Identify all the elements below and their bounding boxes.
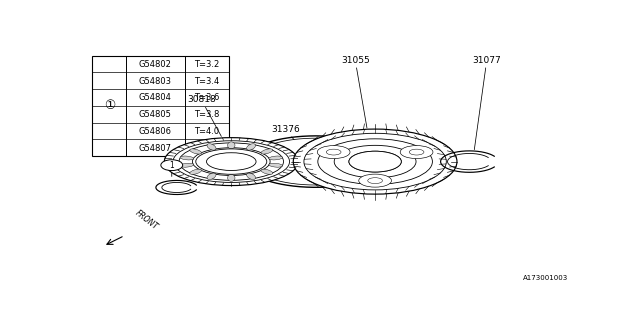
- Ellipse shape: [207, 153, 256, 171]
- Text: T=4.2: T=4.2: [194, 144, 220, 153]
- Ellipse shape: [193, 148, 270, 175]
- Ellipse shape: [190, 149, 202, 154]
- Ellipse shape: [246, 173, 255, 180]
- Ellipse shape: [228, 142, 235, 149]
- Text: 30818: 30818: [187, 95, 221, 136]
- Ellipse shape: [349, 151, 401, 172]
- Bar: [92, 56, 229, 156]
- Text: T=3.2: T=3.2: [194, 60, 220, 69]
- Ellipse shape: [359, 174, 392, 187]
- Ellipse shape: [246, 144, 255, 150]
- Circle shape: [161, 160, 182, 171]
- Ellipse shape: [400, 146, 433, 159]
- Text: G54804: G54804: [139, 93, 172, 102]
- Ellipse shape: [180, 156, 194, 160]
- Text: G54802: G54802: [139, 60, 172, 69]
- Text: 31055: 31055: [341, 56, 370, 128]
- Ellipse shape: [207, 144, 216, 150]
- Ellipse shape: [317, 146, 350, 159]
- Ellipse shape: [318, 139, 433, 184]
- Ellipse shape: [269, 156, 282, 160]
- Text: G54803: G54803: [139, 76, 172, 86]
- Text: A173001003: A173001003: [524, 275, 568, 281]
- Text: 1: 1: [170, 161, 174, 170]
- Ellipse shape: [304, 133, 446, 190]
- Text: 31077: 31077: [472, 56, 501, 150]
- Text: 31376: 31376: [271, 125, 300, 140]
- Ellipse shape: [164, 138, 298, 186]
- Ellipse shape: [261, 149, 273, 154]
- Ellipse shape: [196, 149, 267, 174]
- Ellipse shape: [190, 169, 202, 174]
- Text: T=3.8: T=3.8: [194, 110, 220, 119]
- Text: G54807: G54807: [139, 144, 172, 153]
- Ellipse shape: [326, 149, 341, 155]
- Ellipse shape: [179, 143, 284, 180]
- Text: ①: ①: [104, 100, 115, 112]
- Text: T=4.0: T=4.0: [194, 127, 220, 136]
- Ellipse shape: [228, 174, 235, 181]
- Ellipse shape: [368, 178, 383, 184]
- Ellipse shape: [180, 163, 194, 167]
- Ellipse shape: [173, 141, 289, 182]
- Text: T=3.4: T=3.4: [194, 76, 220, 86]
- Ellipse shape: [334, 145, 416, 178]
- Text: T=3.6: T=3.6: [194, 93, 220, 102]
- Text: G54806: G54806: [139, 127, 172, 136]
- Ellipse shape: [293, 129, 457, 194]
- Ellipse shape: [349, 151, 401, 172]
- Text: FRONT: FRONT: [133, 208, 159, 231]
- Ellipse shape: [207, 173, 216, 180]
- Ellipse shape: [409, 149, 424, 155]
- Ellipse shape: [269, 163, 282, 167]
- Ellipse shape: [261, 169, 273, 174]
- Text: G54805: G54805: [139, 110, 172, 119]
